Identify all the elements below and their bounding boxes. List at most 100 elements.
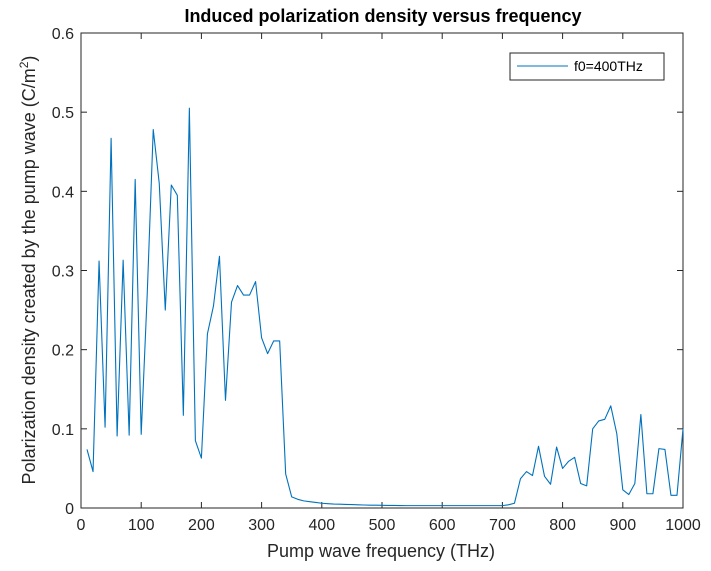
data-point bbox=[502, 505, 503, 506]
data-point bbox=[357, 504, 358, 505]
data-point bbox=[177, 195, 178, 196]
data-point bbox=[86, 449, 87, 450]
data-point bbox=[381, 505, 382, 506]
data-point bbox=[556, 446, 557, 447]
legend-entry-label: f0=400THz bbox=[574, 58, 643, 74]
data-point bbox=[508, 504, 509, 505]
data-point bbox=[634, 483, 635, 484]
y-tick-label: 0.4 bbox=[52, 184, 74, 201]
data-point bbox=[436, 505, 437, 506]
data-point bbox=[682, 428, 683, 429]
data-point bbox=[327, 503, 328, 504]
data-point bbox=[104, 427, 105, 428]
x-tick-label: 400 bbox=[308, 517, 335, 534]
data-point bbox=[405, 505, 406, 506]
data-point bbox=[92, 471, 93, 472]
data-point bbox=[393, 505, 394, 506]
y-tick-label: 0.3 bbox=[52, 264, 74, 281]
x-axis: 0 100 200 300 400 500 600 700 800 900 1000 bbox=[77, 33, 701, 534]
data-point bbox=[165, 309, 166, 310]
x-tick-label: 200 bbox=[188, 517, 215, 534]
data-point bbox=[586, 485, 587, 486]
data-point bbox=[243, 294, 244, 295]
data-point bbox=[339, 504, 340, 505]
x-tick-label: 100 bbox=[128, 517, 155, 534]
data-point bbox=[526, 471, 527, 472]
chart-title: Induced polarization density versus freq… bbox=[184, 6, 581, 26]
data-point bbox=[333, 503, 334, 504]
data-point bbox=[622, 489, 623, 490]
x-tick-label: 0 bbox=[77, 517, 86, 534]
data-point bbox=[448, 505, 449, 506]
data-point bbox=[670, 495, 671, 496]
data-point bbox=[213, 306, 214, 307]
data-point bbox=[496, 505, 497, 506]
data-point bbox=[291, 496, 292, 497]
y-axis: 0 0.1 0.2 0.3 0.4 0.5 0.6 bbox=[52, 26, 683, 518]
data-point bbox=[279, 340, 280, 341]
data-point bbox=[183, 415, 184, 416]
series-group bbox=[86, 107, 684, 507]
data-point bbox=[171, 184, 172, 185]
data-point bbox=[261, 337, 262, 338]
data-point bbox=[195, 440, 196, 441]
y-tick-label: 0.6 bbox=[52, 26, 74, 43]
data-point bbox=[111, 138, 112, 139]
data-point bbox=[189, 108, 190, 109]
data-point bbox=[658, 448, 659, 449]
data-point bbox=[303, 500, 304, 501]
data-point bbox=[610, 405, 611, 406]
data-point bbox=[225, 400, 226, 401]
data-point bbox=[574, 457, 575, 458]
data-point bbox=[424, 505, 425, 506]
x-tick-label: 900 bbox=[609, 517, 636, 534]
data-point bbox=[147, 294, 148, 295]
data-point bbox=[454, 505, 455, 506]
y-axis-label: Polarization density created by the pump… bbox=[17, 56, 39, 485]
data-point bbox=[604, 419, 605, 420]
data-point bbox=[249, 294, 250, 295]
data-point bbox=[123, 260, 124, 261]
data-point bbox=[418, 505, 419, 506]
data-point bbox=[472, 505, 473, 506]
data-point bbox=[345, 504, 346, 505]
data-point bbox=[580, 483, 581, 484]
data-point bbox=[141, 434, 142, 435]
x-axis-label: Pump wave frequency (THz) bbox=[267, 541, 495, 561]
data-point bbox=[598, 420, 599, 421]
data-point bbox=[484, 505, 485, 506]
data-point bbox=[207, 333, 208, 334]
data-point bbox=[520, 478, 521, 479]
y-tick-label: 0.5 bbox=[52, 105, 74, 122]
data-point bbox=[135, 179, 136, 180]
x-tick-label: 500 bbox=[369, 517, 396, 534]
data-point bbox=[219, 256, 220, 257]
data-point bbox=[538, 446, 539, 447]
data-point bbox=[550, 484, 551, 485]
data-point bbox=[153, 129, 154, 130]
data-point bbox=[640, 414, 641, 415]
data-point bbox=[592, 428, 593, 429]
data-point bbox=[237, 285, 238, 286]
data-point bbox=[117, 435, 118, 436]
data-point bbox=[412, 505, 413, 506]
y-axis-label-close: ) bbox=[19, 56, 39, 62]
data-point bbox=[399, 505, 400, 506]
data-point bbox=[664, 449, 665, 450]
data-point bbox=[273, 340, 274, 341]
x-tick-label: 1000 bbox=[665, 517, 701, 534]
data-point bbox=[442, 505, 443, 506]
data-point bbox=[646, 493, 647, 494]
data-point bbox=[490, 505, 491, 506]
data-point bbox=[568, 461, 569, 462]
y-tick-label: 0.2 bbox=[52, 343, 74, 360]
data-point bbox=[616, 433, 617, 434]
data-point bbox=[514, 503, 515, 504]
y-axis-label-main: Polarization density created by the pump… bbox=[19, 68, 39, 484]
plot-area bbox=[80, 32, 684, 509]
data-point bbox=[231, 302, 232, 303]
y-axis-label-group: Polarization density created by the pump… bbox=[17, 56, 39, 485]
data-point bbox=[387, 505, 388, 506]
x-tick-label: 800 bbox=[549, 517, 576, 534]
